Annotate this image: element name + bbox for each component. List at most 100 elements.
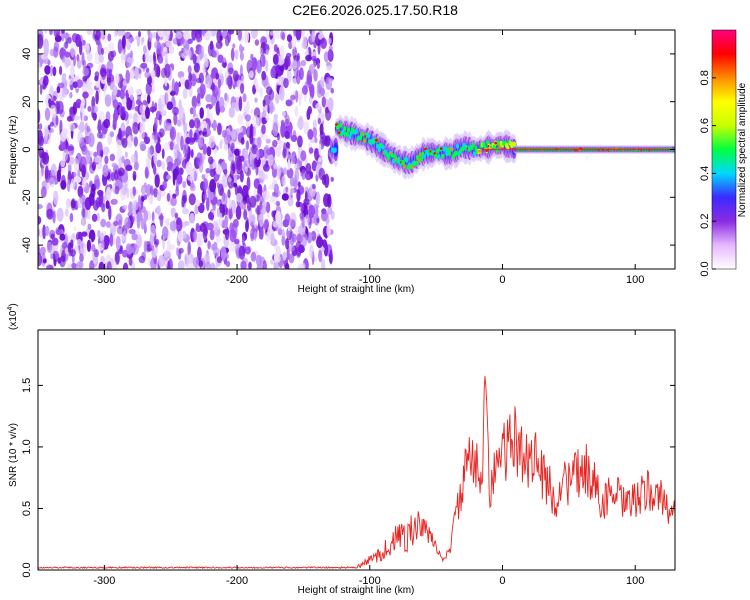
noise-speck	[212, 119, 217, 132]
noise-speck	[108, 42, 115, 50]
noise-speck	[321, 258, 326, 269]
noise-speck	[279, 85, 285, 101]
noise-speck	[112, 85, 118, 96]
noise-speck	[104, 155, 109, 165]
spectrogram-content	[38, 30, 675, 269]
noise-speck	[281, 32, 286, 41]
noise-speck	[287, 224, 291, 232]
noise-speck	[132, 186, 136, 197]
noise-speck	[309, 244, 314, 259]
noise-speck	[265, 231, 272, 242]
noise-speck	[168, 244, 176, 251]
y-tick-label: 40	[21, 48, 33, 60]
noise-speck	[189, 119, 195, 129]
noise-speck	[181, 195, 185, 208]
noise-speck	[100, 218, 107, 228]
noise-speck	[273, 163, 278, 170]
noise-speck	[277, 228, 283, 236]
noise-speck	[124, 31, 132, 39]
noise-speck	[230, 47, 235, 62]
noise-speck	[166, 101, 173, 110]
noise-speck	[270, 67, 276, 79]
noise-speck	[173, 148, 178, 159]
noise-speck	[308, 63, 316, 75]
noise-speck	[38, 61, 41, 74]
noise-speck	[319, 123, 324, 136]
noise-speck	[113, 107, 118, 122]
noise-speck	[110, 50, 117, 58]
noise-speck	[239, 200, 247, 210]
noise-speck	[327, 193, 332, 209]
noise-speck	[83, 177, 87, 185]
x-tick-label: -300	[93, 274, 115, 286]
noise-speck	[66, 78, 73, 86]
noise-speck	[285, 118, 289, 125]
snr-scale-close: )	[8, 303, 19, 306]
noise-speck	[165, 218, 170, 227]
noise-speck	[131, 200, 139, 211]
noise-speck	[172, 106, 180, 116]
noise-speck	[151, 211, 155, 222]
noise-speck	[237, 113, 244, 125]
noise-speck	[38, 215, 42, 225]
noise-speck	[323, 51, 329, 63]
noise-speck	[47, 124, 51, 131]
noise-speck	[132, 244, 139, 255]
chart-title: C2E6.2026.025.17.50.R18	[292, 2, 458, 18]
noise-speck	[182, 181, 187, 189]
noise-speck	[114, 73, 120, 84]
signal-core	[455, 143, 459, 149]
noise-speck	[234, 49, 239, 60]
noise-speck	[326, 65, 332, 72]
noise-speck	[101, 203, 106, 213]
snr-y-ticks: 0.0 0.5 1.0 1.5	[21, 378, 675, 578]
noise-speck	[53, 41, 60, 53]
noise-speck	[239, 64, 243, 77]
noise-speck	[102, 146, 110, 156]
noise-speck	[113, 220, 119, 227]
noise-speck	[112, 99, 119, 109]
snr-panel: -300 -200 -100 0 100 0.0 0.5 1.0 1.5 Height of …	[7, 303, 676, 596]
noise-speck	[237, 30, 242, 41]
noise-speck	[262, 190, 271, 201]
noise-speck	[273, 183, 279, 193]
noise-speck	[296, 189, 301, 202]
noise-speck	[187, 175, 192, 181]
noise-speck	[82, 75, 88, 82]
noise-speck	[107, 33, 112, 42]
noise-speck	[203, 127, 207, 136]
noise-speck	[110, 198, 118, 205]
noise-speck	[246, 126, 253, 139]
noise-speck	[265, 49, 269, 55]
noise-speck	[141, 37, 145, 43]
noise-speck	[280, 122, 286, 138]
noise-speck	[301, 213, 305, 229]
noise-speck	[316, 62, 320, 69]
signal-track	[329, 114, 675, 180]
noise-speck	[81, 144, 88, 156]
noise-speck	[81, 83, 88, 94]
noise-speck	[62, 32, 70, 39]
noise-speck	[285, 186, 289, 193]
noise-speck	[38, 109, 41, 124]
noise-speck	[287, 56, 291, 67]
noise-speck	[130, 154, 137, 164]
noise-speck	[285, 238, 290, 250]
noise-speck	[76, 198, 83, 209]
noise-speck	[184, 253, 189, 268]
noise-speck	[205, 168, 211, 174]
noise-speck	[49, 104, 57, 118]
noise-speck	[275, 210, 282, 225]
noise-speck	[132, 170, 137, 181]
noise-speck	[138, 255, 146, 264]
signal-core	[343, 126, 347, 132]
y-tick-label: 20	[21, 96, 33, 108]
noise-speck	[316, 236, 324, 249]
noise-speck	[95, 79, 101, 88]
noise-speck	[256, 149, 260, 161]
noise-speck	[128, 256, 133, 267]
noise-speck	[91, 213, 98, 222]
noise-speck	[194, 204, 199, 215]
signal-core	[346, 127, 351, 133]
